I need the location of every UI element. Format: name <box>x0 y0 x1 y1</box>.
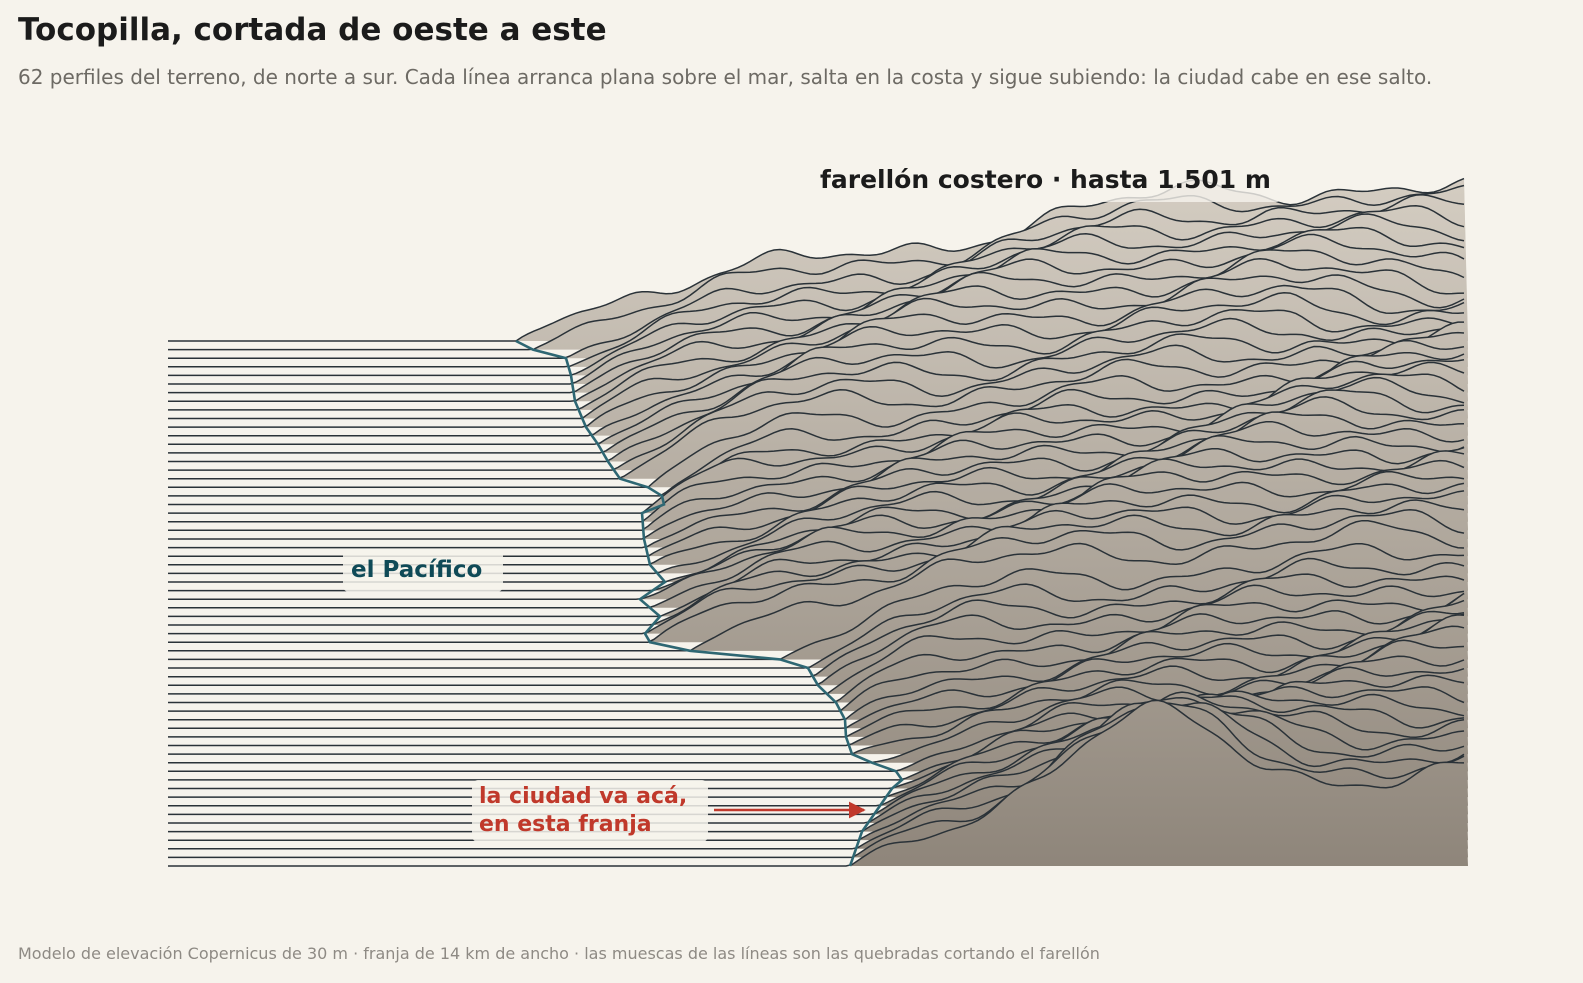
profile-line <box>168 584 1465 687</box>
profile-line <box>168 625 1465 755</box>
profile-line <box>168 639 1465 764</box>
city-annotation: la ciudad va acá, en esta franja <box>472 780 866 842</box>
profile-line <box>168 599 1465 712</box>
profile-line <box>168 389 1465 540</box>
profile-line <box>168 351 1465 497</box>
profile-line <box>168 184 1465 351</box>
profile-line <box>168 308 1465 446</box>
pacific-label: el Pacífico <box>351 557 482 583</box>
profile-line <box>168 691 1465 824</box>
profile-line <box>168 573 1465 678</box>
city-label-line1: la ciudad va acá, <box>479 784 687 809</box>
profile-line <box>168 702 1465 841</box>
profile-line <box>168 339 1465 489</box>
profile-line <box>168 610 1465 721</box>
profile-line <box>168 213 1465 377</box>
profile-line <box>168 274 1465 420</box>
profile-line <box>168 257 1465 411</box>
profile-line <box>168 592 1465 704</box>
profile-line <box>168 616 1465 730</box>
profile-line <box>168 695 1465 816</box>
profile-line <box>168 613 1465 738</box>
peak-annotation: farellón costero · hasta 1.501 m <box>812 160 1282 202</box>
coastline <box>515 339 904 867</box>
profile-line <box>168 690 1465 807</box>
profile-line <box>168 471 1465 609</box>
profile-line <box>168 396 1465 549</box>
profile-line <box>168 697 1465 833</box>
profile-line <box>168 499 1465 635</box>
profile-line <box>168 317 1465 454</box>
profile-line <box>168 614 1465 747</box>
chart-title: Tocopilla, cortada de oeste a este <box>18 12 607 48</box>
city-label-line2: en esta franja <box>479 812 652 837</box>
profile-line <box>168 490 1465 626</box>
profile-line <box>168 592 1465 695</box>
profile-line <box>168 204 1465 368</box>
profile-line <box>168 701 1465 859</box>
profile-line <box>168 193 1465 359</box>
profile-line <box>168 482 1465 618</box>
profile-line <box>168 509 1465 643</box>
profile-fill <box>168 700 1468 866</box>
profile-line <box>168 321 1465 463</box>
profile-line <box>168 226 1465 385</box>
profile-line <box>168 331 1465 480</box>
profile-line <box>168 376 1465 532</box>
peak-label: farellón costero · hasta 1.501 m <box>820 165 1271 194</box>
profile-line <box>168 249 1465 402</box>
profile-line <box>168 701 1465 850</box>
profiles-group <box>168 177 1468 867</box>
profile-line <box>168 542 1465 661</box>
chart-caption: Modelo de elevación Copernicus de 30 m ·… <box>18 944 1100 963</box>
profile-line <box>168 519 1465 652</box>
pacific-annotation: el Pacífico <box>343 550 503 592</box>
profile-line <box>168 699 1465 867</box>
chart-subtitle: 62 perfiles del terreno, de norte a sur.… <box>18 65 1433 89</box>
profile-line <box>168 459 1465 600</box>
profile-line <box>168 321 1464 471</box>
